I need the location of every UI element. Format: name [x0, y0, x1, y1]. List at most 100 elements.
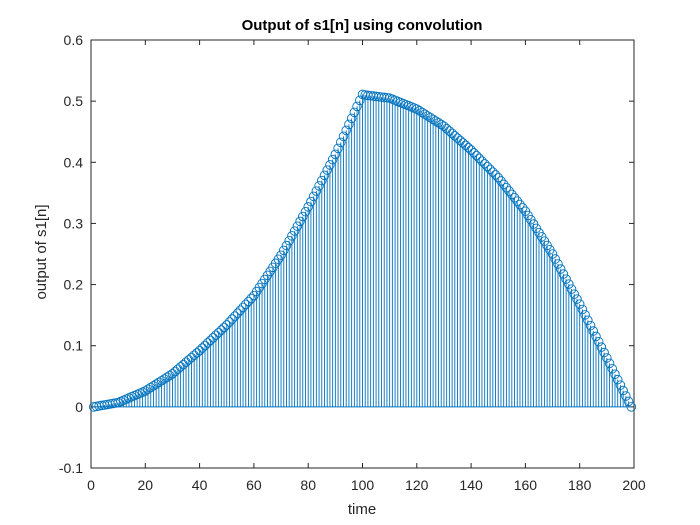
stem-marker [208, 333, 218, 343]
stem-marker [422, 111, 433, 121]
stem-marker [170, 366, 180, 377]
stem-marker [588, 326, 599, 336]
y-tick-label: 0.3 [64, 215, 84, 231]
stem-marker [569, 289, 580, 299]
stem-marker [496, 176, 506, 186]
stem-marker [482, 161, 493, 172]
x-tick-label: 60 [246, 477, 262, 493]
stem-marker [439, 121, 449, 131]
stem-marker [561, 274, 571, 284]
stem-marker [621, 391, 631, 401]
stem-marker [300, 207, 311, 217]
stem-markers [88, 89, 637, 412]
stem-marker [241, 299, 251, 310]
stem-marker [156, 375, 167, 386]
y-tick-label: 0.6 [64, 32, 84, 48]
stem-marker [517, 203, 528, 213]
stem-marker [311, 186, 322, 196]
stem-marker [306, 196, 316, 207]
stem-marker [243, 296, 254, 307]
stem-marker [572, 294, 582, 304]
stem-marker [327, 154, 338, 165]
stem-marker [507, 189, 517, 200]
stem-marker [441, 123, 452, 134]
x-tick-label: 80 [300, 477, 316, 493]
x-tick-label: 140 [459, 477, 483, 493]
stem-marker [216, 325, 227, 335]
stem-marker [292, 221, 303, 231]
stem-marker [224, 317, 235, 327]
stem-marker [555, 264, 566, 274]
stem-marker [349, 107, 360, 118]
stem-marker [615, 380, 626, 390]
stem-marker [612, 374, 623, 385]
x-tick-label: 20 [138, 477, 154, 493]
stem-marker [151, 379, 161, 389]
stem-marker [460, 140, 471, 151]
stem-marker [550, 254, 561, 264]
stem-marker [200, 340, 210, 351]
stem-marker [221, 320, 232, 330]
stem-marker [148, 381, 159, 391]
stem-marker [183, 355, 194, 365]
stem-marker [412, 104, 422, 114]
stem-marker [202, 338, 213, 348]
stem-marker [333, 143, 343, 154]
y-axis-label: output of s1[n] [33, 204, 50, 299]
stem-marker [580, 310, 590, 320]
stem-marker [319, 170, 330, 181]
stem-marker [205, 335, 216, 346]
stem-marker [498, 179, 509, 190]
stem-marker [474, 153, 484, 164]
y-tick-label: 0 [75, 399, 83, 415]
stem-marker [145, 382, 156, 393]
stem-marker [213, 327, 224, 338]
stem-marker [583, 315, 593, 326]
stem-marker [607, 364, 618, 374]
y-tick-label: 0.2 [64, 277, 84, 293]
stem-marker [162, 372, 172, 383]
stem-marker [602, 353, 612, 363]
x-axis-label: time [348, 501, 376, 518]
stem-marker [352, 101, 362, 112]
stem-marker [186, 352, 197, 363]
stem-marker [194, 345, 205, 356]
stem-marker [338, 131, 349, 142]
stem-marker [577, 304, 588, 315]
stem-marker [444, 126, 455, 136]
stem-marker [512, 196, 523, 206]
x-tick-label: 200 [622, 477, 646, 493]
stem-marker [178, 359, 189, 370]
stem-marker [490, 170, 501, 180]
stem-marker [341, 125, 351, 136]
stem-marker [433, 118, 444, 128]
stem-marker [281, 240, 292, 251]
stem-marker [317, 175, 327, 186]
stem-marker [295, 216, 305, 227]
stem-marker [154, 377, 164, 388]
stem-marker [314, 181, 324, 191]
stem-marker [431, 116, 441, 126]
stem-marker [596, 342, 607, 352]
stem-marker [197, 343, 208, 353]
stem-marker [322, 165, 332, 175]
stem-marker [289, 226, 300, 236]
stem-marker [175, 362, 186, 372]
stem-lines [93, 94, 632, 408]
stem-marker [488, 167, 498, 177]
stem-marker [420, 109, 430, 119]
axis-ticks: 0 20 40 60 80 100 120 140 160 180 200-0.100.10.20.… [59, 32, 646, 493]
stem-marker [626, 402, 637, 412]
stem-marker [287, 231, 297, 241]
stem-marker [515, 199, 525, 210]
stem-marker [189, 350, 199, 361]
stem-marker [230, 311, 240, 321]
stem-marker [564, 279, 574, 289]
stem-marker [159, 374, 170, 384]
stem-marker [219, 322, 229, 333]
stem-marker [276, 250, 286, 260]
stem-marker [235, 305, 246, 316]
stem-marker [493, 172, 504, 183]
stem-marker [298, 211, 308, 222]
stem-marker [466, 145, 476, 155]
